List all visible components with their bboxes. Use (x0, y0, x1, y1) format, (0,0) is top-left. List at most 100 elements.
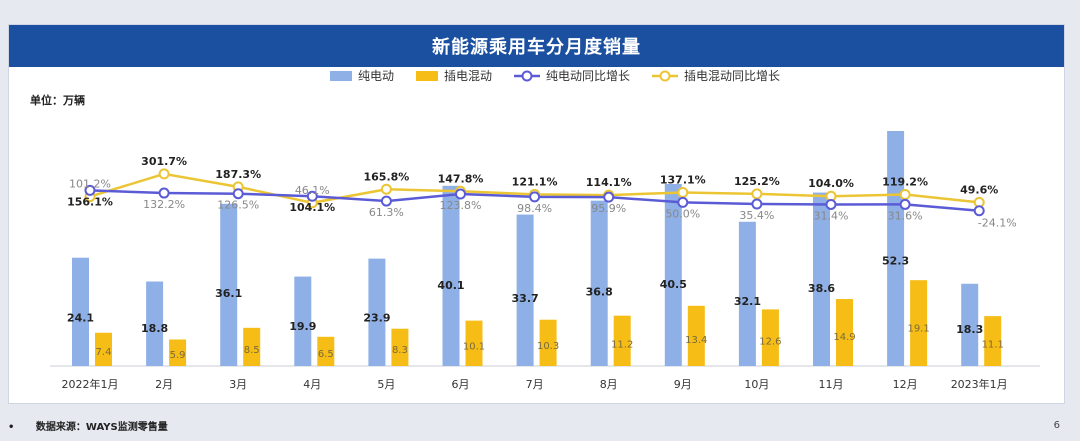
bar-phev-label: 13.4 (685, 335, 707, 346)
legend-label-bev-growth: 纯电动同比增长 (546, 69, 631, 83)
label-bev-growth: 104.1% (289, 201, 335, 214)
bar-bev (887, 131, 905, 366)
legend: 纯电动 插电混动 纯电动同比增长 插电混动同比增长 (330, 67, 780, 84)
footer-bullet: • (8, 422, 15, 433)
chart-title: 新能源乘用车分月度销量 (432, 37, 641, 58)
bar-phev-label: 5.9 (170, 350, 186, 361)
marker-bev-growth (306, 190, 318, 202)
label-phev-growth: 187.3% (215, 168, 261, 181)
legend-item-phev-growth: 插电混动同比增长 (652, 67, 780, 84)
bar-phev-label: 7.4 (96, 347, 112, 358)
bar-bev (961, 283, 979, 366)
marker-phev-growth (677, 187, 689, 199)
label-phev-growth: 104.0% (808, 177, 854, 190)
bar-phev (465, 320, 483, 366)
label-phev-growth: 114.1% (586, 176, 632, 189)
marker-phev-growth (899, 189, 911, 201)
x-tick-label: 2022年1月 (62, 377, 119, 391)
bar-bev-label: 36.8 (586, 286, 613, 299)
bar-bev (72, 257, 89, 366)
marker-bev-growth (232, 188, 244, 200)
bar-phev-label: 12.6 (759, 337, 781, 348)
bar-bev (442, 185, 460, 366)
label-bev-growth: 31.4% (814, 209, 849, 222)
label-phev-growth: 137.1% (660, 174, 706, 187)
marker-bev-growth (529, 191, 541, 203)
bar-phev (243, 327, 261, 366)
label-phev-growth: 125.2% (734, 175, 780, 188)
bar-bev (516, 214, 534, 366)
bar-bev-label: 52.3 (882, 254, 909, 267)
bar-phev-label: 8.5 (244, 345, 260, 356)
label-bev-growth: 123.8% (440, 199, 482, 212)
label-bev-growth: 156.1% (67, 195, 113, 208)
marker-bev-growth (84, 184, 96, 196)
bar-bev (220, 203, 238, 366)
label-phev-growth: 119.2% (882, 176, 928, 189)
x-tick-label: 2023年1月 (951, 377, 1008, 391)
label-phev-growth: 101.2% (69, 178, 111, 191)
bar-bev-label: 38.6 (808, 282, 835, 295)
bar-phev-label: 10.1 (463, 342, 485, 353)
marker-phev-growth (380, 183, 392, 195)
legend-label-phev: 插电混动 (444, 69, 493, 83)
x-tick-label: 5月 (377, 378, 395, 391)
label-bev-growth: 95.9% (591, 202, 626, 215)
marker-bev-growth (380, 195, 392, 207)
page-number: 6 (1053, 420, 1060, 431)
legend-swatch-bev-growth (514, 70, 541, 81)
x-tick-label: 9月 (674, 378, 692, 391)
label-phev-growth: 121.1% (512, 175, 558, 188)
bar-bev-label: 40.5 (660, 278, 687, 291)
label-phev-growth: 165.8% (363, 170, 409, 183)
bar-phev (169, 339, 187, 366)
footer: • 数据来源：WAYS监测零售量 (8, 418, 168, 433)
label-phev-growth: 301.7% (141, 155, 187, 168)
bar-bev (590, 200, 608, 366)
x-tick-label: 6月 (452, 378, 470, 391)
bar-phev (95, 332, 112, 366)
label-bev-growth: 132.2% (143, 198, 185, 211)
bar-bev-label: 19.9 (289, 320, 316, 333)
bar-phev (836, 299, 853, 366)
marker-bev-growth (825, 198, 837, 210)
marker-bev-growth (158, 187, 170, 199)
bar-phev (317, 336, 335, 366)
bar-bev-label: 36.1 (215, 287, 242, 300)
unit-label: 单位：万辆 (30, 94, 85, 107)
bar-bev (813, 192, 830, 366)
legend-swatch-phev (416, 70, 439, 81)
bar-phev (391, 328, 409, 366)
marker-phev-growth (158, 168, 170, 180)
legend-swatch-bev (330, 70, 352, 81)
bar-bev-label: 33.7 (512, 292, 539, 305)
marker-bev-growth (899, 198, 911, 210)
bar-phev (687, 305, 705, 366)
label-bev-growth: 61.3% (369, 206, 404, 219)
bar-phev (539, 319, 557, 366)
marker-bev-growth (973, 205, 985, 217)
label-bev-growth: 98.4% (517, 202, 552, 215)
legend-label-phev-growth: 插电混动同比增长 (684, 69, 781, 83)
legend-item-phev: 插电混动 (416, 67, 492, 84)
legend-swatch-phev-growth (652, 70, 679, 81)
bar-bev (738, 221, 756, 366)
bar-bev-label: 40.1 (437, 279, 464, 292)
legend-label-bev: 纯电动 (358, 69, 395, 83)
bar-bev-label: 24.1 (67, 311, 94, 324)
x-tick-label: 10月 (744, 378, 769, 391)
x-tick-label: 3月 (229, 378, 247, 391)
bar-bev (146, 281, 164, 366)
x-tick-label: 8月 (600, 378, 618, 391)
marker-bev-growth (455, 188, 466, 200)
marker-bev-growth (751, 198, 763, 210)
label-phev-growth: 49.6% (960, 183, 998, 196)
legend-item-bev-growth: 纯电动同比增长 (514, 67, 630, 84)
bar-phev-label: 10.3 (537, 341, 559, 352)
bar-phev (984, 316, 1002, 366)
label-phev-growth: 147.8% (438, 172, 484, 185)
bar-phev-label: 11.1 (982, 340, 1004, 351)
bar-bev-label: 32.1 (734, 295, 761, 308)
bar-phev (761, 309, 779, 366)
bar-phev-label: 8.3 (392, 345, 408, 356)
